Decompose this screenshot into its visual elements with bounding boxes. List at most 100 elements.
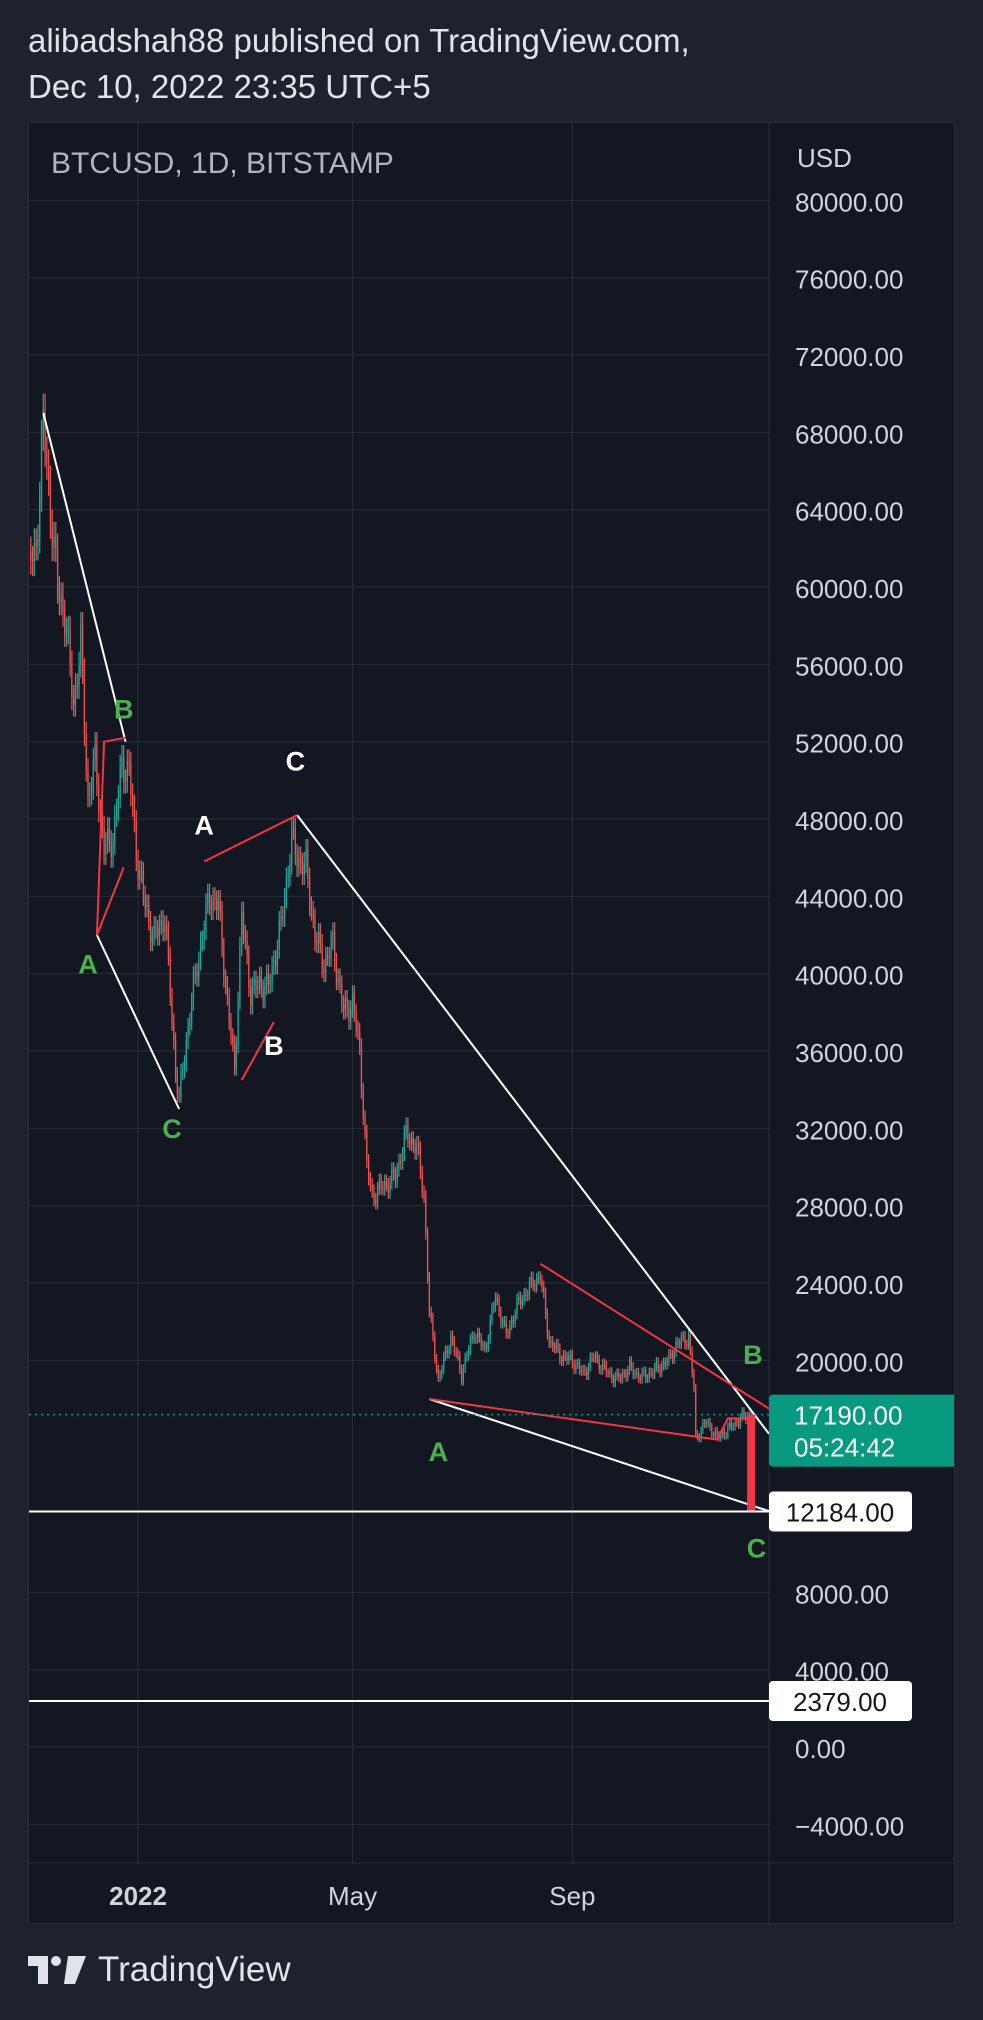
candle-body bbox=[94, 744, 96, 760]
candle-body bbox=[217, 900, 220, 911]
candle-body bbox=[87, 769, 89, 796]
candle-body bbox=[124, 781, 127, 783]
candle-body bbox=[630, 1360, 632, 1367]
y-tick-label: 0.00 bbox=[795, 1734, 846, 1764]
candle-body bbox=[280, 916, 282, 921]
candle-body bbox=[403, 1132, 405, 1155]
candle-body bbox=[393, 1169, 395, 1174]
candle-body bbox=[360, 1046, 363, 1091]
candle-body bbox=[205, 903, 207, 931]
candle-body bbox=[428, 1277, 431, 1312]
candle-body bbox=[353, 994, 355, 1014]
candle-body bbox=[451, 1335, 454, 1342]
candle-body bbox=[612, 1378, 615, 1384]
candle-body bbox=[569, 1354, 572, 1356]
publish-date: Dec 10, 2022 23:35 UTC+5 bbox=[28, 68, 431, 105]
candle-body bbox=[480, 1337, 482, 1346]
candle-body bbox=[636, 1372, 638, 1374]
candle-body bbox=[662, 1362, 665, 1366]
candle-body bbox=[462, 1368, 464, 1382]
candle-body bbox=[344, 998, 347, 1011]
candle-body bbox=[31, 560, 34, 562]
candle-body bbox=[400, 1160, 402, 1163]
candle-body bbox=[473, 1336, 475, 1340]
candle-body bbox=[561, 1360, 563, 1362]
y-tick-label: 64000.00 bbox=[795, 497, 903, 527]
x-tick-label: Sep bbox=[549, 1881, 595, 1911]
chart-panel[interactable]: 80000.00 76000.00 72000.00 68000.00 64000.00… bbox=[28, 122, 955, 1924]
y-tick-label: 56000.00 bbox=[795, 651, 903, 681]
candle-body bbox=[296, 854, 298, 867]
candle-body bbox=[444, 1350, 447, 1357]
candle-body bbox=[319, 932, 321, 944]
candle-body bbox=[484, 1345, 486, 1348]
candle-body bbox=[634, 1373, 636, 1375]
candle-body bbox=[519, 1297, 522, 1305]
candle-body bbox=[528, 1282, 531, 1295]
candle-body bbox=[670, 1353, 672, 1355]
candle-body bbox=[223, 947, 225, 979]
candle-body bbox=[264, 985, 266, 1000]
candle-body bbox=[203, 930, 205, 940]
candle-body bbox=[266, 973, 268, 986]
candle-body bbox=[704, 1422, 706, 1425]
candle-body bbox=[30, 550, 32, 561]
currency-label: USD bbox=[797, 143, 852, 173]
candle-body bbox=[696, 1433, 699, 1437]
candle-body bbox=[489, 1320, 491, 1340]
candle-body bbox=[115, 809, 118, 816]
candle-body bbox=[276, 949, 279, 965]
y-tick-label: 36000.00 bbox=[795, 1038, 903, 1068]
candle-body bbox=[460, 1369, 463, 1382]
candle-body bbox=[375, 1199, 377, 1203]
candle-body bbox=[439, 1374, 441, 1378]
candle-body bbox=[469, 1338, 472, 1351]
candle-body bbox=[450, 1335, 452, 1350]
candle-body bbox=[342, 1004, 345, 1011]
candle-body bbox=[435, 1358, 438, 1370]
y-tick-label: 8000.00 bbox=[795, 1579, 889, 1609]
candle-body bbox=[135, 821, 137, 861]
candle-body bbox=[64, 613, 66, 634]
candle-body bbox=[702, 1422, 704, 1431]
candle-body bbox=[233, 1043, 236, 1068]
candle-body bbox=[60, 596, 62, 602]
candle-body bbox=[248, 954, 250, 988]
candle-body bbox=[341, 984, 343, 1005]
candle-body bbox=[609, 1371, 611, 1374]
candle-body bbox=[571, 1354, 574, 1364]
candle-body bbox=[693, 1373, 695, 1389]
candle-body bbox=[407, 1124, 409, 1141]
candle-body bbox=[459, 1355, 461, 1370]
y-tick-label: 32000.00 bbox=[795, 1115, 903, 1145]
candle-body bbox=[273, 959, 275, 966]
candle-body bbox=[298, 857, 300, 867]
candle-body bbox=[661, 1365, 663, 1373]
candle-body bbox=[477, 1332, 479, 1339]
candle-body bbox=[71, 663, 73, 698]
candle-body bbox=[730, 1422, 733, 1428]
candle-body bbox=[521, 1300, 523, 1305]
candle-body bbox=[208, 893, 211, 906]
candle-body bbox=[536, 1278, 538, 1288]
candle-body bbox=[119, 766, 121, 797]
candle-body bbox=[566, 1356, 568, 1361]
candle-body bbox=[712, 1435, 715, 1437]
wave-label: B bbox=[114, 694, 134, 724]
candle-body bbox=[65, 630, 68, 634]
candle-body bbox=[369, 1178, 372, 1185]
candle-body bbox=[212, 897, 214, 910]
candle-body bbox=[92, 759, 94, 789]
candle-body bbox=[455, 1351, 457, 1354]
candlestick-chart[interactable]: 80000.00 76000.00 72000.00 68000.00 64000.00… bbox=[29, 123, 954, 1923]
y-tick-label: 68000.00 bbox=[795, 419, 903, 449]
candle-body bbox=[737, 1422, 740, 1425]
wave-line-red bbox=[95, 736, 126, 936]
wave-line-red bbox=[95, 866, 125, 936]
wave-label: A bbox=[429, 1437, 449, 1467]
candle-body bbox=[430, 1311, 432, 1318]
candle-body bbox=[721, 1431, 724, 1435]
candle-body bbox=[525, 1293, 527, 1296]
candle-body bbox=[664, 1362, 666, 1366]
candle-body bbox=[269, 982, 271, 985]
